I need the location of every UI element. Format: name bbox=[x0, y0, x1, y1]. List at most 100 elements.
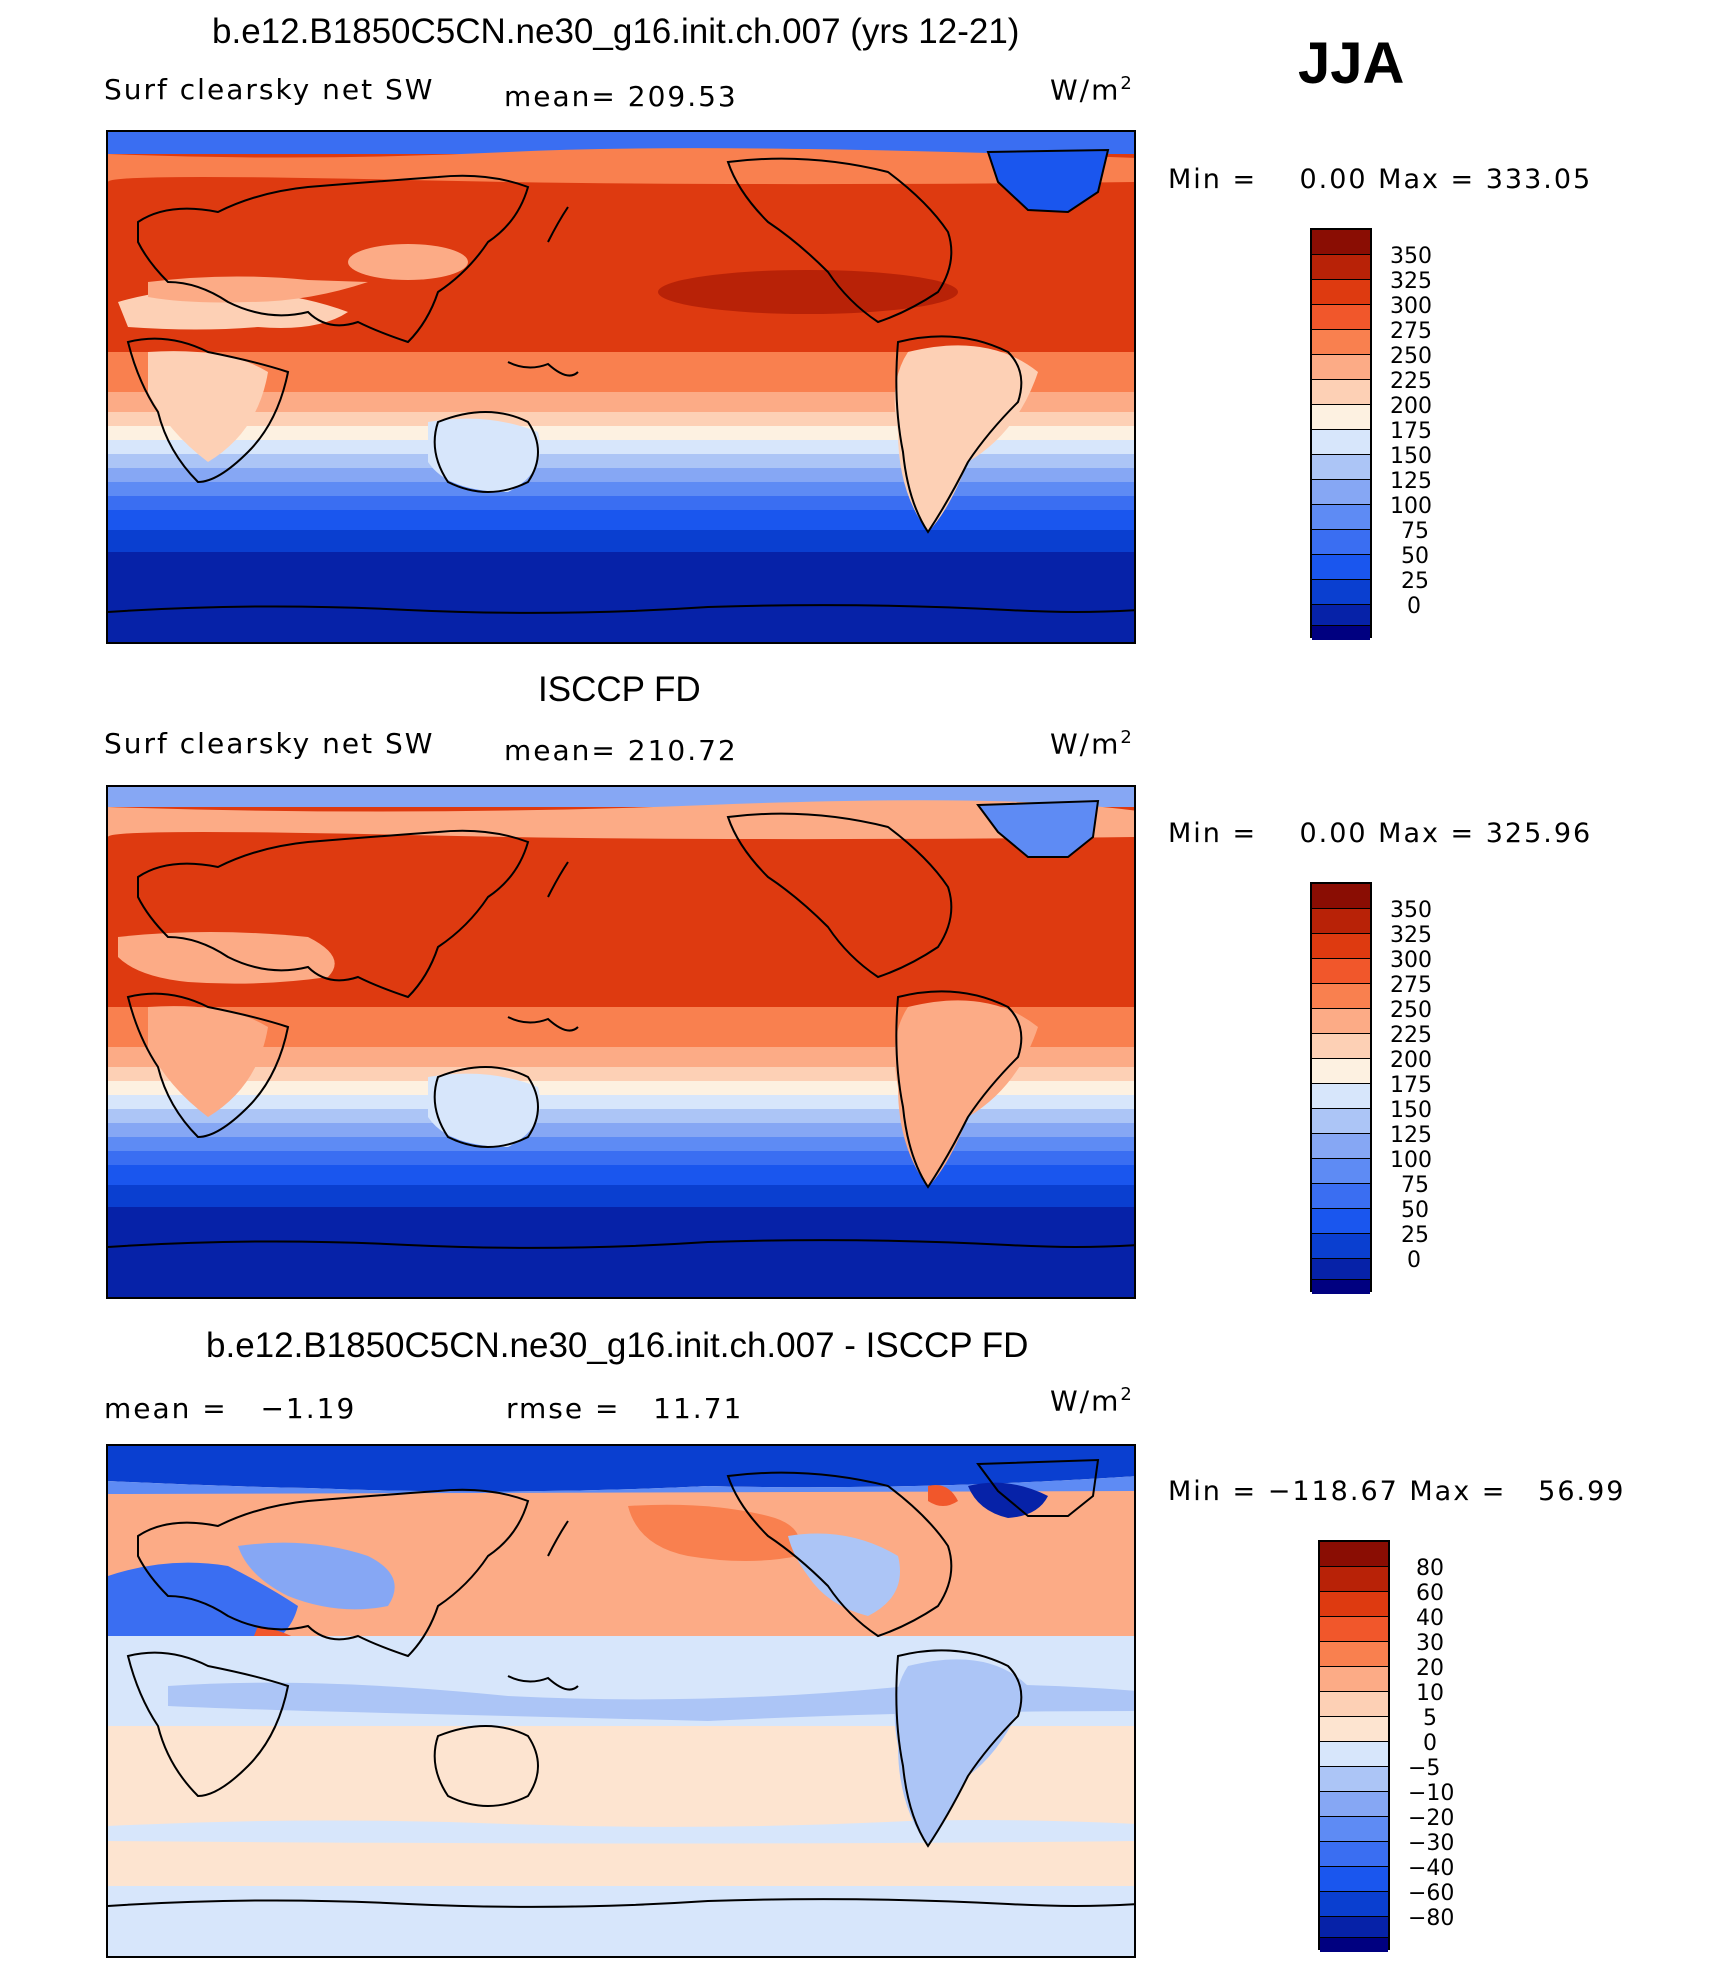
colorbar-tick: 80 bbox=[1416, 1556, 1444, 1581]
panel-3-map bbox=[106, 1444, 1136, 1958]
colorbar-tick: 0 bbox=[1407, 1248, 1421, 1273]
colorbar-swatch bbox=[1312, 430, 1370, 455]
colorbar-tick: 100 bbox=[1390, 1148, 1432, 1173]
colorbar-swatch bbox=[1312, 1034, 1370, 1059]
colorbar-tick: 175 bbox=[1390, 419, 1432, 444]
colorbar-swatch bbox=[1312, 530, 1370, 555]
panel-1-title: b.e12.B1850C5CN.ne30_g16.init.ch.007 (yr… bbox=[212, 12, 1020, 51]
panel-1-units: W/m2 bbox=[1050, 73, 1134, 106]
panel-1-colorbar bbox=[1310, 228, 1372, 640]
colorbar-swatch bbox=[1320, 1567, 1388, 1592]
colorbar-tick: 275 bbox=[1390, 973, 1432, 998]
colorbar-tick: 0 bbox=[1423, 1731, 1437, 1756]
colorbar-swatch bbox=[1320, 1842, 1388, 1867]
panel-3-map-svg bbox=[108, 1446, 1134, 1956]
panel-2-colorbar bbox=[1310, 882, 1372, 1294]
colorbar-tick: 125 bbox=[1390, 469, 1432, 494]
panel-2-variable-label: Surf clearsky net SW bbox=[104, 727, 435, 760]
colorbar-swatch bbox=[1320, 1817, 1388, 1842]
colorbar-swatch bbox=[1320, 1717, 1388, 1742]
colorbar-swatch bbox=[1312, 1209, 1370, 1234]
panel-2-minmax: Min = 0.00 Max = 325.96 bbox=[1168, 818, 1593, 849]
panel-2-units-sup: 2 bbox=[1120, 727, 1134, 748]
colorbar-tick: 200 bbox=[1390, 1048, 1432, 1073]
colorbar-tick: −30 bbox=[1408, 1831, 1455, 1856]
colorbar-tick: 25 bbox=[1401, 569, 1429, 594]
colorbar-tick: 200 bbox=[1390, 394, 1432, 419]
colorbar-tick: 250 bbox=[1390, 998, 1432, 1023]
panel-2-units: W/m2 bbox=[1050, 727, 1134, 760]
panel-1-minmax: Min = 0.00 Max = 333.05 bbox=[1168, 164, 1593, 195]
colorbar-swatch bbox=[1320, 1917, 1388, 1938]
colorbar-swatch bbox=[1312, 330, 1370, 355]
panel-1-units-sup: 2 bbox=[1120, 73, 1134, 94]
panel-2-mean-label: mean= 210.72 bbox=[504, 734, 738, 767]
panel-3-units-base: W/m bbox=[1050, 1384, 1121, 1418]
colorbar-swatch bbox=[1320, 1742, 1388, 1767]
panel-2-map-svg bbox=[108, 787, 1134, 1297]
colorbar-tick: 325 bbox=[1390, 269, 1432, 294]
colorbar-tick: −60 bbox=[1408, 1881, 1455, 1906]
colorbar-swatch bbox=[1312, 480, 1370, 505]
panel-2-map bbox=[106, 785, 1136, 1299]
colorbar-swatch bbox=[1312, 280, 1370, 305]
panel-1-map bbox=[106, 130, 1136, 644]
colorbar-tick: 325 bbox=[1390, 923, 1432, 948]
colorbar-swatch bbox=[1320, 1892, 1388, 1917]
colorbar-swatch bbox=[1312, 959, 1370, 984]
colorbar-swatch bbox=[1312, 1059, 1370, 1084]
colorbar-tick: 150 bbox=[1390, 1098, 1432, 1123]
colorbar-tick: 175 bbox=[1390, 1073, 1432, 1098]
panel-3-units-sup: 2 bbox=[1120, 1384, 1134, 1405]
colorbar-swatch bbox=[1312, 580, 1370, 605]
colorbar-tick: −80 bbox=[1408, 1906, 1455, 1931]
colorbar-tick: 350 bbox=[1390, 244, 1432, 269]
colorbar-tick: 225 bbox=[1390, 1023, 1432, 1048]
colorbar-swatch bbox=[1312, 1159, 1370, 1184]
colorbar-swatch bbox=[1320, 1792, 1388, 1817]
colorbar-swatch bbox=[1312, 1259, 1370, 1280]
colorbar-tick: 100 bbox=[1390, 494, 1432, 519]
colorbar-swatch bbox=[1312, 1234, 1370, 1259]
colorbar-tick: −40 bbox=[1408, 1856, 1455, 1881]
panel-1-units-base: W/m bbox=[1050, 73, 1121, 107]
colorbar-tick: 40 bbox=[1416, 1606, 1444, 1631]
colorbar-swatch bbox=[1312, 1134, 1370, 1159]
colorbar-swatch bbox=[1320, 1667, 1388, 1692]
colorbar-swatch bbox=[1320, 1938, 1388, 1952]
colorbar-swatch bbox=[1312, 626, 1370, 640]
colorbar-swatch bbox=[1312, 605, 1370, 626]
colorbar-tick: 5 bbox=[1423, 1706, 1437, 1731]
colorbar-swatch bbox=[1312, 555, 1370, 580]
colorbar-tick: 75 bbox=[1401, 519, 1429, 544]
colorbar-tick: 300 bbox=[1390, 948, 1432, 973]
colorbar-tick: 0 bbox=[1407, 594, 1421, 619]
colorbar-swatch bbox=[1312, 1084, 1370, 1109]
panel-3-minmax: Min = −118.67 Max = 56.99 bbox=[1168, 1476, 1626, 1507]
colorbar-swatch bbox=[1320, 1617, 1388, 1642]
colorbar-swatch bbox=[1320, 1867, 1388, 1892]
panel-2-title: ISCCP FD bbox=[538, 670, 701, 709]
panel-1-map-svg bbox=[108, 132, 1134, 642]
panel-3-units: W/m2 bbox=[1050, 1384, 1134, 1417]
colorbar-tick: −5 bbox=[1408, 1756, 1441, 1781]
colorbar-swatch bbox=[1320, 1542, 1388, 1567]
colorbar-swatch bbox=[1312, 934, 1370, 959]
colorbar-swatch bbox=[1312, 984, 1370, 1009]
colorbar-tick: 300 bbox=[1390, 294, 1432, 319]
colorbar-tick: 50 bbox=[1401, 544, 1429, 569]
season-label: JJA bbox=[1298, 31, 1405, 96]
panel-3-rmse-label: rmse = 11.71 bbox=[506, 1392, 744, 1425]
colorbar-tick: 30 bbox=[1416, 1631, 1444, 1656]
colorbar-tick: −20 bbox=[1408, 1806, 1455, 1831]
panel-2-units-base: W/m bbox=[1050, 727, 1121, 761]
colorbar-swatch bbox=[1312, 305, 1370, 330]
colorbar-tick: −10 bbox=[1408, 1781, 1455, 1806]
panel-1-mean-label: mean= 209.53 bbox=[504, 80, 738, 113]
colorbar-tick: 25 bbox=[1401, 1223, 1429, 1248]
colorbar-swatch bbox=[1312, 1280, 1370, 1294]
colorbar-swatch bbox=[1320, 1692, 1388, 1717]
colorbar-swatch bbox=[1312, 505, 1370, 530]
colorbar-tick: 50 bbox=[1401, 1198, 1429, 1223]
colorbar-swatch bbox=[1320, 1767, 1388, 1792]
